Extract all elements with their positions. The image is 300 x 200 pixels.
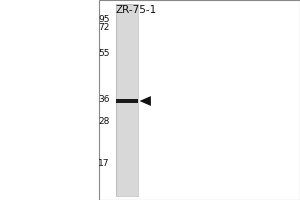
Bar bbox=[99, 0, 300, 200]
Text: ZR-75-1: ZR-75-1 bbox=[116, 5, 157, 15]
Text: 95: 95 bbox=[98, 15, 110, 23]
Bar bbox=[116, 4, 138, 196]
Bar bbox=[116, 99, 138, 103]
Text: 28: 28 bbox=[98, 116, 110, 126]
Text: 17: 17 bbox=[98, 158, 110, 167]
Bar bbox=[116, 4, 138, 196]
Polygon shape bbox=[140, 96, 151, 106]
Text: 55: 55 bbox=[98, 48, 110, 58]
Text: 36: 36 bbox=[98, 95, 110, 104]
Text: 72: 72 bbox=[98, 22, 110, 31]
